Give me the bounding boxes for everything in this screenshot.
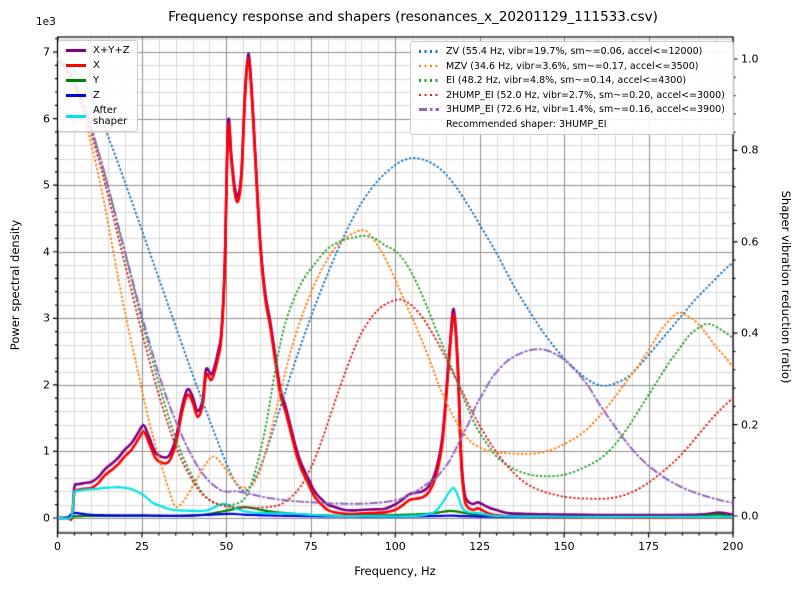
y-axis-offset-label: 1e3 xyxy=(36,16,56,28)
line-swatch-dotted-icon xyxy=(419,79,439,82)
line-swatch-dotted-icon xyxy=(419,64,439,68)
x-tick-label: 25 xyxy=(134,540,149,553)
legend-psd-item: Y xyxy=(66,75,130,86)
legend-psd-item: After shaper xyxy=(66,105,130,127)
x-tick-label: 100 xyxy=(384,540,406,553)
legend-psd-label: X+Y+Z xyxy=(93,45,130,56)
y-right-tick-label: 0.4 xyxy=(741,326,759,340)
x-tick-label: 50 xyxy=(219,540,234,553)
legend-shaper-item: EI (48.2 Hz, vibr=4.8%, sm~=0.14, accel<… xyxy=(419,75,725,86)
legend-psd-item: Z xyxy=(66,90,130,101)
y-right-tick-label: 0.8 xyxy=(741,143,759,157)
legend-shaper-item: 2HUMP_EI (52.0 Hz, vibr=2.7%, sm~=0.20, … xyxy=(419,90,725,101)
legend-shaper-label: 2HUMP_EI (52.0 Hz, vibr=2.7%, sm~=0.20, … xyxy=(446,89,725,101)
x-tick-label: 150 xyxy=(553,540,575,553)
no-swatch xyxy=(419,124,439,125)
line-swatch-dotted-icon xyxy=(419,93,439,97)
line-swatch-solid-icon xyxy=(66,64,86,67)
y-left-tick-label: 3 xyxy=(43,311,50,325)
legend-psd-series: X+Y+Z X Y Z After shaper xyxy=(58,40,138,132)
line-swatch-solid-icon xyxy=(66,49,86,52)
legend-shaper-label: MZV (34.6 Hz, vibr=3.6%, sm~=0.17, accel… xyxy=(446,60,699,72)
legend-shapers: ZV (55.4 Hz, vibr=19.7%, sm~=0.06, accel… xyxy=(410,41,734,135)
line-swatch-dotted-icon xyxy=(419,50,439,53)
line-swatch-solid-icon xyxy=(66,94,86,97)
y-right-axis-label: Shaper vibration reduction (ratio) xyxy=(779,190,793,384)
legend-shaper-label: Recommended shaper: 3HUMP_EI xyxy=(446,118,607,130)
y-left-tick-label: 0 xyxy=(43,511,50,525)
chart-title: Frequency response and shapers (resonanc… xyxy=(168,9,658,25)
x-tick-label: 75 xyxy=(303,540,318,553)
x-tick-label: 0 xyxy=(54,540,61,553)
y-left-tick-label: 7 xyxy=(43,45,50,59)
y-left-tick-label: 4 xyxy=(43,245,50,259)
x-axis-label: Frequency, Hz xyxy=(354,564,436,578)
legend-shaper-item: ZV (55.4 Hz, vibr=19.7%, sm~=0.06, accel… xyxy=(419,46,725,57)
x-tick-label: 175 xyxy=(638,540,660,553)
y-left-tick-label: 1 xyxy=(43,444,50,458)
y-left-tick-label: 2 xyxy=(43,378,50,392)
legend-shaper-item: Recommended shaper: 3HUMP_EI xyxy=(419,119,725,130)
y-right-tick-label: 1.0 xyxy=(741,52,759,66)
line-swatch-solid-icon xyxy=(66,79,86,82)
x-tick-label: 125 xyxy=(469,540,491,553)
legend-psd-label: After shaper xyxy=(93,105,128,127)
legend-shaper-label: 3HUMP_EI (72.6 Hz, vibr=1.4%, sm~=0.16, … xyxy=(446,104,725,115)
legend-psd-label: X xyxy=(93,60,100,71)
legend-psd-label: Y xyxy=(93,75,100,86)
y-left-axis-label: Power spectral density xyxy=(8,219,22,351)
legend-shaper-label: EI (48.2 Hz, vibr=4.8%, sm~=0.14, accel<… xyxy=(446,75,687,86)
line-swatch-solid-icon xyxy=(66,114,86,118)
legend-shaper-item: MZV (34.6 Hz, vibr=3.6%, sm~=0.17, accel… xyxy=(419,61,725,72)
line-swatch-dashdot-icon xyxy=(419,108,439,111)
legend-psd-label: Z xyxy=(93,90,100,101)
y-left-tick-label: 6 xyxy=(43,112,50,126)
y-right-tick-label: 0.0 xyxy=(741,509,759,523)
y-right-tick-label: 0.2 xyxy=(741,418,759,432)
legend-psd-item: X+Y+Z xyxy=(66,45,130,56)
x-tick-label: 200 xyxy=(722,540,744,553)
y-right-tick-label: 0.6 xyxy=(741,235,759,249)
y-left-tick-label: 5 xyxy=(43,178,50,192)
legend-shaper-label: ZV (55.4 Hz, vibr=19.7%, sm~=0.06, accel… xyxy=(446,46,703,57)
legend-shaper-item: 3HUMP_EI (72.6 Hz, vibr=1.4%, sm~=0.16, … xyxy=(419,104,725,115)
legend-psd-item: X xyxy=(66,60,130,71)
